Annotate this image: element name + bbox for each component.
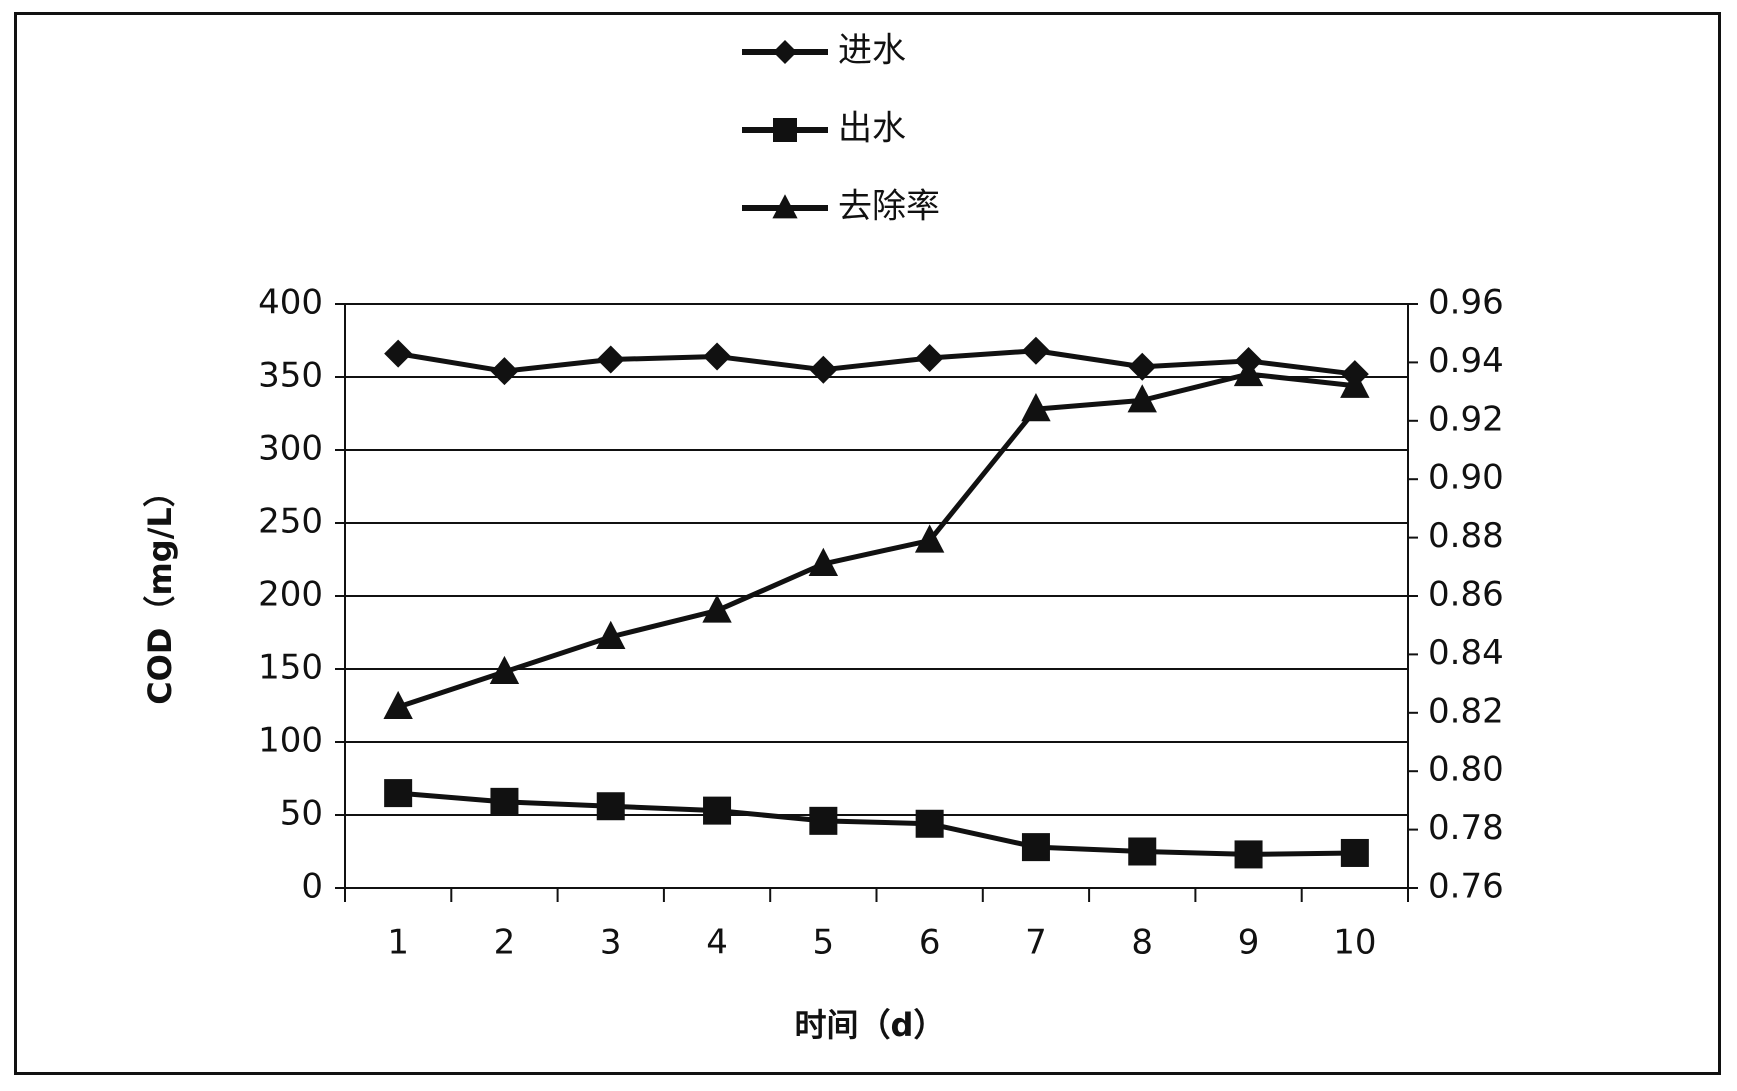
series-markers — [383, 336, 1370, 869]
y2-tick-label: 0.86 — [1428, 575, 1504, 615]
y-tick-label: 350 — [258, 356, 323, 396]
effluent-point — [703, 796, 732, 825]
legend-marker-removal-rate — [772, 194, 798, 219]
x-tick-label: 4 — [706, 923, 728, 963]
influent-point — [703, 342, 732, 371]
removal-rate-point — [1340, 369, 1370, 398]
x-tick-label: 1 — [387, 923, 409, 963]
x-tick-label: 2 — [494, 923, 516, 963]
y2-tick-label: 0.82 — [1428, 691, 1504, 731]
x-tick-label: 5 — [813, 923, 835, 963]
effluent-point — [1340, 838, 1369, 867]
y-tick-label: 250 — [258, 502, 323, 542]
gridlines — [345, 303, 1408, 816]
tick-labels: 0 50 100 150 200 250 300 350 400 0.76 0.78 0.80 0.82… — [258, 283, 1504, 963]
y2-tick-label: 0.84 — [1428, 633, 1504, 673]
x-tick-label: 3 — [600, 923, 622, 963]
removal-rate-point — [1127, 384, 1157, 413]
influent-point — [596, 345, 625, 374]
influent-point — [1128, 352, 1157, 381]
legend-label-influent: 进水 — [838, 31, 906, 71]
influent-point — [384, 339, 413, 368]
series-lines — [397, 348, 1356, 857]
removal-rate-point — [1021, 393, 1051, 422]
influent-point — [1021, 336, 1050, 365]
effluent-point — [809, 806, 838, 835]
removal-rate-point — [1233, 357, 1264, 387]
legend-marker-effluent — [773, 118, 797, 142]
y2-tick-label: 0.76 — [1428, 867, 1504, 907]
y-tick-label: 50 — [280, 794, 323, 834]
legend-label-effluent: 出水 — [838, 109, 906, 149]
x-tick-label: 9 — [1238, 923, 1260, 963]
removal-rate-point — [914, 524, 945, 553]
y-tick-label: 300 — [258, 429, 323, 469]
y-tick-label: 150 — [258, 648, 323, 688]
y2-tick-label: 0.96 — [1428, 283, 1504, 323]
effluent-point — [596, 792, 625, 821]
removal-rate-point — [383, 690, 413, 720]
y2-tick-label: 0.80 — [1428, 750, 1504, 790]
effluent-point — [490, 787, 519, 816]
y-tick-label: 0 — [301, 867, 323, 907]
influent-line — [397, 348, 1356, 377]
influent-point — [809, 355, 838, 384]
removal-rate-point — [489, 655, 520, 684]
effluent-point — [1128, 837, 1157, 866]
axes — [335, 303, 1418, 902]
x-tick-label: 6 — [919, 923, 941, 963]
legend-marker-influent — [773, 40, 797, 64]
influent-point — [915, 344, 944, 373]
y-tick-label: 100 — [258, 721, 323, 761]
x-tick-label: 10 — [1333, 923, 1376, 963]
effluent-point — [384, 779, 413, 808]
chart-frame — [14, 12, 1721, 1075]
legend-label-removal-rate: 去除率 — [838, 187, 940, 227]
y2-tick-label: 0.78 — [1428, 808, 1504, 848]
y2-tick-label: 0.88 — [1428, 516, 1504, 556]
removal-rate-point — [702, 594, 732, 623]
x-tick-label: 8 — [1131, 923, 1153, 963]
removal-rate-line — [397, 371, 1356, 710]
effluent-point — [1234, 840, 1263, 869]
influent-point — [490, 357, 519, 386]
x-tick-label: 7 — [1025, 923, 1047, 963]
y-tick-label: 400 — [258, 283, 323, 323]
y2-tick-label: 0.94 — [1428, 341, 1504, 381]
y-tick-label: 200 — [258, 575, 323, 615]
y2-tick-label: 0.92 — [1428, 399, 1504, 439]
x-axis-title: 时间（d） — [795, 1006, 946, 1044]
y2-tick-label: 0.90 — [1428, 458, 1504, 498]
effluent-line — [397, 790, 1355, 857]
y-axis-title: COD（mg/L） — [141, 475, 179, 705]
removal-rate-point — [808, 547, 839, 576]
removal-rate-point — [596, 620, 626, 649]
effluent-point — [1021, 833, 1050, 862]
effluent-point — [915, 809, 944, 838]
